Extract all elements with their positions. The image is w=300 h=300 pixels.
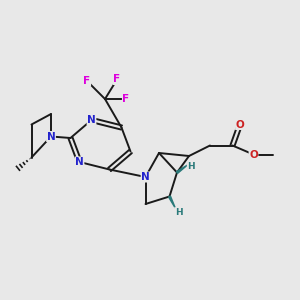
Polygon shape: [169, 196, 176, 208]
Text: H: H: [175, 208, 182, 217]
Text: N: N: [75, 157, 84, 167]
Text: O: O: [236, 119, 244, 130]
Text: N: N: [87, 115, 96, 125]
Text: O: O: [249, 149, 258, 160]
Text: N: N: [141, 172, 150, 182]
Polygon shape: [176, 165, 188, 173]
Text: F: F: [122, 94, 130, 104]
Text: F: F: [83, 76, 91, 86]
Text: H: H: [187, 162, 195, 171]
Text: N: N: [46, 131, 56, 142]
Text: F: F: [113, 74, 121, 85]
